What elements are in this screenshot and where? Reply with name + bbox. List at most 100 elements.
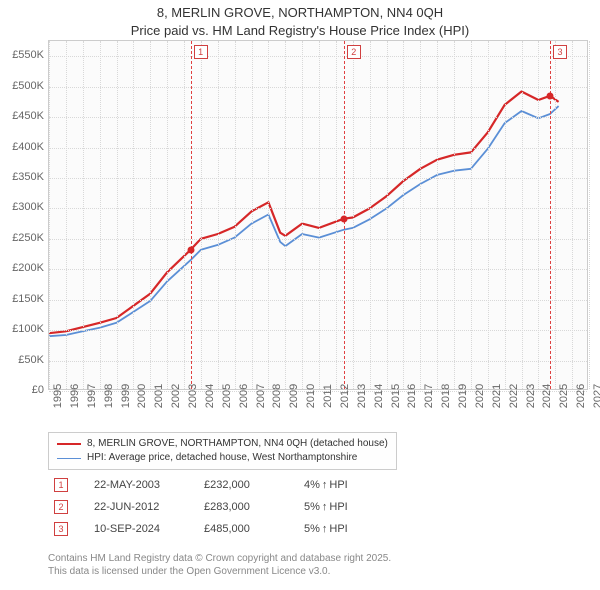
gridline-h [49, 117, 587, 118]
xtick-label: 2024 [541, 384, 553, 408]
sales-date: 22-JUN-2012 [94, 501, 204, 513]
xtick-label: 2022 [508, 384, 520, 408]
gridline-v [117, 41, 118, 389]
sales-pct: 5%↑ HPI [304, 501, 348, 513]
marker-badge: 1 [194, 45, 208, 59]
sales-badge: 1 [54, 478, 68, 492]
gridline-v [319, 41, 320, 389]
xtick-label: 1997 [86, 384, 98, 408]
xtick-label: 2023 [525, 384, 537, 408]
arrow-up-icon: ↑ [322, 523, 328, 535]
gridline-h [49, 208, 587, 209]
sales-pct-suffix: HPI [329, 523, 347, 535]
gridline-h [49, 269, 587, 270]
gridline-v [184, 41, 185, 389]
gridline-v [83, 41, 84, 389]
xtick-label: 2012 [339, 384, 351, 408]
ytick-label: £0 [8, 384, 44, 396]
xtick-label: 2014 [373, 384, 385, 408]
xtick-label: 1996 [69, 384, 81, 408]
xtick-label: 2015 [390, 384, 402, 408]
gridline-v [555, 41, 556, 389]
xtick-label: 2026 [575, 384, 587, 408]
marker-badge: 3 [553, 45, 567, 59]
xtick-label: 2007 [255, 384, 267, 408]
gridline-v [370, 41, 371, 389]
sales-date: 22-MAY-2003 [94, 479, 204, 491]
gridline-v [302, 41, 303, 389]
xtick-label: 2018 [440, 384, 452, 408]
legend-label: 8, MERLIN GROVE, NORTHAMPTON, NN4 0QH (d… [87, 437, 388, 451]
xtick-label: 2004 [204, 384, 216, 408]
ytick-label: £500K [8, 80, 44, 92]
xtick-label: 2020 [474, 384, 486, 408]
sales-pct: 5%↑ HPI [304, 523, 348, 535]
gridline-v [437, 41, 438, 389]
xtick-label: 2003 [187, 384, 199, 408]
ytick-label: £450K [8, 110, 44, 122]
xtick-label: 2005 [221, 384, 233, 408]
ytick-label: £400K [8, 141, 44, 153]
gridline-v [235, 41, 236, 389]
title-line-1: 8, MERLIN GROVE, NORTHAMPTON, NN4 0QH [0, 4, 600, 22]
ytick-label: £50K [8, 354, 44, 366]
sales-pct: 4%↑ HPI [304, 479, 348, 491]
ytick-label: £350K [8, 171, 44, 183]
gridline-v [218, 41, 219, 389]
gridline-h [49, 87, 587, 88]
gridline-v [353, 41, 354, 389]
gridline-h [49, 300, 587, 301]
ytick-label: £150K [8, 293, 44, 305]
xtick-label: 1998 [103, 384, 115, 408]
gridline-v [454, 41, 455, 389]
gridline-h [49, 56, 587, 57]
gridline-v [201, 41, 202, 389]
arrow-up-icon: ↑ [322, 501, 328, 513]
title-line-2: Price paid vs. HM Land Registry's House … [0, 22, 600, 40]
marker-badge: 2 [347, 45, 361, 59]
attribution-line-1: Contains HM Land Registry data © Crown c… [48, 552, 391, 565]
gridline-v [387, 41, 388, 389]
xtick-label: 1995 [52, 384, 64, 408]
sales-price: £485,000 [204, 523, 304, 535]
ytick-label: £550K [8, 49, 44, 61]
gridline-v [538, 41, 539, 389]
sales-badge: 3 [54, 522, 68, 536]
sales-pct-suffix: HPI [329, 479, 347, 491]
marker-dot [187, 246, 194, 253]
sales-date: 10-SEP-2024 [94, 523, 204, 535]
gridline-v [522, 41, 523, 389]
gridline-v [167, 41, 168, 389]
sales-price: £232,000 [204, 479, 304, 491]
xtick-label: 2025 [558, 384, 570, 408]
marker-dot [547, 92, 554, 99]
legend-swatch [57, 443, 81, 445]
legend-label: HPI: Average price, detached house, West… [87, 451, 357, 465]
sales-pct-value: 5% [304, 523, 320, 535]
gridline-h [49, 148, 587, 149]
gridline-v [66, 41, 67, 389]
gridline-v [252, 41, 253, 389]
xtick-label: 2021 [491, 384, 503, 408]
sales-row: 1 22-MAY-2003£232,0004%↑ HPI [48, 474, 348, 496]
ytick-label: £300K [8, 201, 44, 213]
gridline-v [589, 41, 590, 389]
marker-dot [340, 215, 347, 222]
xtick-label: 2006 [238, 384, 250, 408]
gridline-h [49, 330, 587, 331]
gridline-v [336, 41, 337, 389]
attribution-line-2: This data is licensed under the Open Gov… [48, 565, 391, 578]
legend-row: 8, MERLIN GROVE, NORTHAMPTON, NN4 0QH (d… [57, 437, 388, 451]
arrow-up-icon: ↑ [322, 479, 328, 491]
gridline-v [420, 41, 421, 389]
xtick-label: 2010 [305, 384, 317, 408]
sales-pct-value: 4% [304, 479, 320, 491]
sales-row: 3 10-SEP-2024£485,0005%↑ HPI [48, 518, 348, 540]
attribution: Contains HM Land Registry data © Crown c… [48, 552, 391, 578]
sales-pct-suffix: HPI [329, 501, 347, 513]
legend-swatch [57, 458, 81, 459]
gridline-v [49, 41, 50, 389]
xtick-label: 2016 [406, 384, 418, 408]
title-block: 8, MERLIN GROVE, NORTHAMPTON, NN4 0QH Pr… [0, 0, 600, 39]
gridline-v [505, 41, 506, 389]
